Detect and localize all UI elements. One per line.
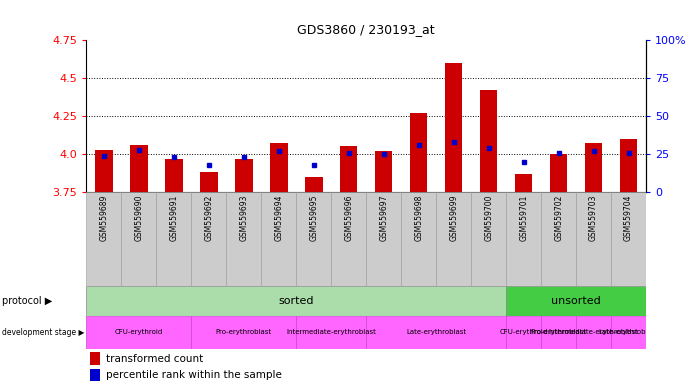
- Text: GSM559689: GSM559689: [100, 195, 108, 241]
- Text: transformed count: transformed count: [106, 354, 204, 364]
- Text: Pro-erythroblast: Pro-erythroblast: [216, 329, 272, 335]
- Bar: [366, 316, 506, 349]
- Text: GSM559702: GSM559702: [554, 195, 563, 241]
- Text: CFU-erythroid: CFU-erythroid: [115, 329, 163, 335]
- Text: unsorted: unsorted: [551, 296, 601, 306]
- Bar: [191, 316, 296, 349]
- Bar: [515, 174, 532, 192]
- Text: GSM559699: GSM559699: [449, 195, 458, 241]
- Bar: [576, 192, 611, 286]
- Text: GSM559690: GSM559690: [134, 195, 143, 241]
- Bar: [410, 113, 428, 192]
- Bar: [305, 177, 323, 192]
- Bar: [86, 316, 191, 349]
- Text: GDS3860 / 230193_at: GDS3860 / 230193_at: [297, 23, 435, 36]
- Bar: [611, 316, 646, 349]
- Bar: [165, 159, 182, 192]
- Bar: [620, 139, 637, 192]
- Text: GSM559693: GSM559693: [239, 195, 248, 241]
- Bar: [122, 192, 156, 286]
- Text: GSM559692: GSM559692: [205, 195, 214, 241]
- Bar: [576, 316, 611, 349]
- Text: GSM559704: GSM559704: [624, 195, 633, 241]
- Bar: [200, 172, 218, 192]
- Text: GSM559698: GSM559698: [414, 195, 423, 241]
- Bar: [261, 192, 296, 286]
- Bar: [296, 316, 366, 349]
- Text: GSM559695: GSM559695: [310, 195, 319, 241]
- Bar: [90, 352, 100, 364]
- Bar: [86, 192, 122, 286]
- Bar: [340, 147, 357, 192]
- Bar: [480, 90, 498, 192]
- Bar: [506, 286, 646, 316]
- Bar: [375, 151, 392, 192]
- Text: GSM559697: GSM559697: [379, 195, 388, 241]
- Bar: [541, 316, 576, 349]
- Bar: [471, 192, 506, 286]
- Text: GSM559701: GSM559701: [519, 195, 528, 241]
- Text: sorted: sorted: [278, 296, 314, 306]
- Text: GSM559696: GSM559696: [344, 195, 353, 241]
- Text: GSM559703: GSM559703: [589, 195, 598, 241]
- Bar: [550, 154, 567, 192]
- Bar: [331, 192, 366, 286]
- Bar: [156, 192, 191, 286]
- Bar: [611, 192, 646, 286]
- Bar: [95, 149, 113, 192]
- Text: GSM559691: GSM559691: [169, 195, 178, 241]
- Bar: [227, 192, 261, 286]
- Bar: [86, 286, 506, 316]
- Text: Pro-erythroblast: Pro-erythroblast: [531, 329, 587, 335]
- Text: GSM559700: GSM559700: [484, 195, 493, 241]
- Bar: [506, 316, 541, 349]
- Bar: [130, 145, 148, 192]
- Bar: [235, 159, 252, 192]
- Text: Late-erythroblast: Late-erythroblast: [598, 329, 659, 335]
- Bar: [436, 192, 471, 286]
- Text: Late-erythroblast: Late-erythroblast: [406, 329, 466, 335]
- Text: protocol ▶: protocol ▶: [2, 296, 53, 306]
- Bar: [366, 192, 401, 286]
- Text: percentile rank within the sample: percentile rank within the sample: [106, 370, 283, 380]
- Bar: [541, 192, 576, 286]
- Text: CFU-erythroid: CFU-erythroid: [500, 329, 548, 335]
- Text: development stage ▶: development stage ▶: [2, 328, 84, 337]
- Text: Intermediate-erythroblast: Intermediate-erythroblast: [286, 329, 376, 335]
- Bar: [506, 192, 541, 286]
- Text: GSM559694: GSM559694: [274, 195, 283, 241]
- Bar: [401, 192, 436, 286]
- Bar: [585, 144, 603, 192]
- Bar: [296, 192, 331, 286]
- Bar: [270, 144, 287, 192]
- Text: Intermediate-erythroblast: Intermediate-erythroblast: [549, 329, 638, 335]
- Bar: [90, 369, 100, 381]
- Bar: [191, 192, 227, 286]
- Bar: [445, 63, 462, 192]
